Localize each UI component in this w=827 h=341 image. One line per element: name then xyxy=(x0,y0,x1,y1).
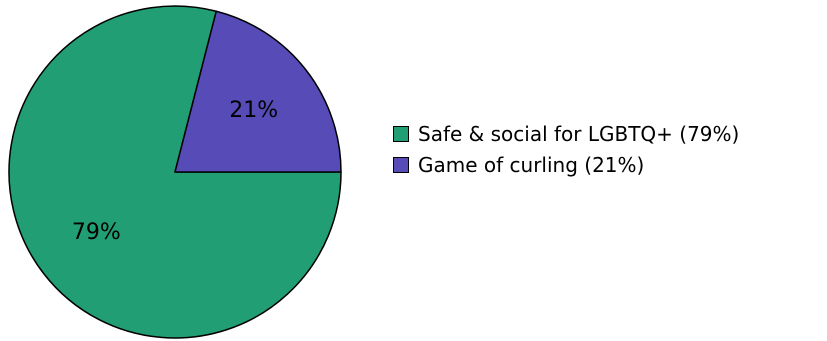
pie-chart: 79% 21% xyxy=(8,5,342,339)
legend-swatch-game-of-curling xyxy=(393,156,409,173)
pie-slice-labels: 79% 21% xyxy=(72,98,278,245)
legend-label-game-of-curling: Game of curling (21%) xyxy=(418,152,645,177)
pie-slice-0 xyxy=(8,5,342,339)
legend-label-safe-social: Safe & social for LGBTQ+ (79%) xyxy=(418,121,740,146)
legend-item-safe-social: Safe & social for LGBTQ+ (79%) xyxy=(393,118,739,149)
pie-slice-label-0: 79% xyxy=(72,220,121,245)
legend: Safe & social for LGBTQ+ (79%) Game of c… xyxy=(393,118,739,180)
pie-slice-1 xyxy=(174,10,342,173)
pie-slices xyxy=(8,5,342,339)
legend-swatch-safe-social xyxy=(393,125,409,142)
legend-item-game-of-curling: Game of curling (21%) xyxy=(393,149,739,180)
pie-slice-label-1: 21% xyxy=(229,98,278,123)
